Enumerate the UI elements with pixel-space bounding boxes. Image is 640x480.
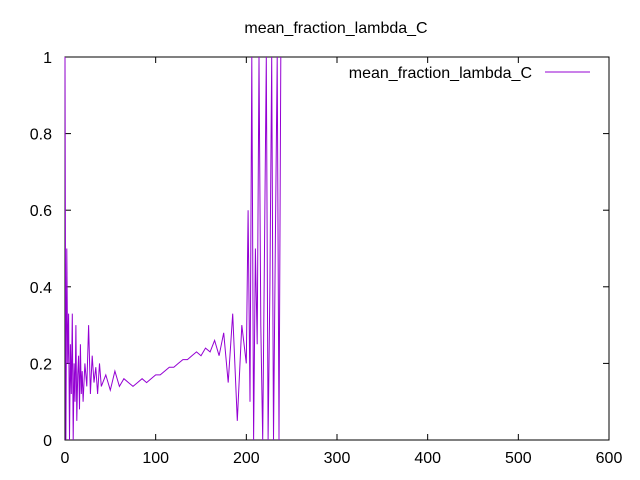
- x-tick-label: 200: [233, 450, 260, 467]
- chart-title: mean_fraction_lambda_C: [244, 20, 427, 37]
- x-tick-label: 300: [324, 450, 351, 467]
- y-tick-label: 1: [43, 50, 52, 67]
- y-tick-label: 0.2: [30, 356, 52, 373]
- axis-tick-labels: 0 100 200 300 400 500 600 0 0.2 0.4 0.6 0.8 1: [30, 50, 623, 467]
- legend-label: mean_fraction_lambda_C: [349, 65, 532, 82]
- x-tick-label: 400: [414, 450, 441, 467]
- x-tick-label: 500: [505, 450, 532, 467]
- x-tick-label: 100: [142, 450, 169, 467]
- y-tick-label: 0.6: [30, 203, 52, 220]
- series-group: [64, 56, 282, 441]
- y-tick-label: 0: [43, 433, 52, 450]
- legend: mean_fraction_lambda_C: [349, 65, 590, 82]
- y-tick-label: 0.8: [30, 127, 52, 144]
- series-line: [64, 56, 282, 441]
- x-tick-label: 0: [61, 450, 70, 467]
- y-tick-label: 0.4: [30, 280, 52, 297]
- x-tick-label: 600: [596, 450, 623, 467]
